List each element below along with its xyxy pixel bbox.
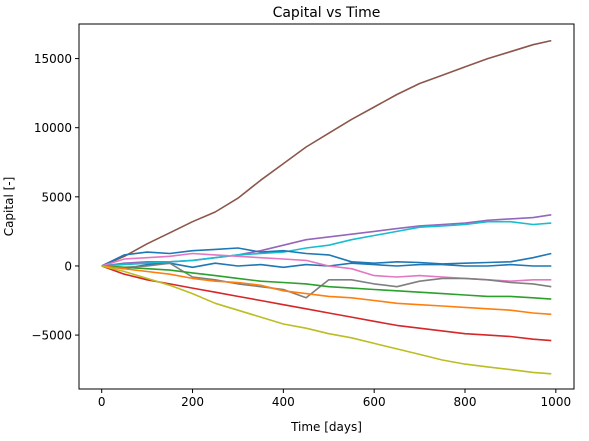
chart-title: Capital vs Time xyxy=(273,5,381,21)
series-line-11 xyxy=(101,265,552,375)
x-axis-label: Time [days] xyxy=(290,420,362,434)
series-line-3 xyxy=(101,220,552,267)
series-line-10 xyxy=(101,265,552,342)
y-tick-label: 5000 xyxy=(41,190,72,204)
series-line-9 xyxy=(101,265,552,316)
series-line-7 xyxy=(101,262,552,299)
x-tick-label: 600 xyxy=(363,395,386,409)
series-layer xyxy=(101,39,552,375)
x-tick-label: 200 xyxy=(181,395,204,409)
series-line-1 xyxy=(101,39,552,267)
plot-frame xyxy=(78,23,575,390)
y-tick-label: −5000 xyxy=(31,329,72,343)
y-tick-label: 10000 xyxy=(34,121,72,135)
x-axis-ticks: 0 200 400 600 800 1000 xyxy=(98,389,571,409)
x-tick-label: 800 xyxy=(454,395,477,409)
x-tick-label: 400 xyxy=(272,395,295,409)
x-tick-label: 1000 xyxy=(541,395,572,409)
y-tick-label: 15000 xyxy=(34,52,72,66)
series-line-8 xyxy=(101,265,552,300)
x-tick-label: 0 xyxy=(98,395,106,409)
y-axis-ticks: −5000 0 5000 10000 15000 xyxy=(31,52,79,343)
series-line-4 xyxy=(101,247,552,267)
y-axis-label: Capital [-] xyxy=(2,177,16,237)
y-tick-label: 0 xyxy=(64,259,72,273)
